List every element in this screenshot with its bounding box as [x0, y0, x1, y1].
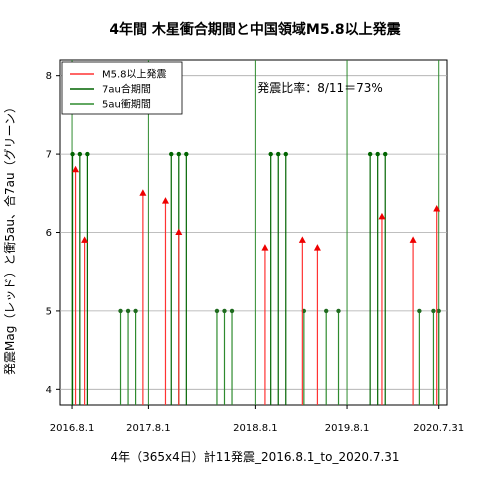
opposition-point	[133, 308, 138, 314]
quake-marker	[161, 197, 169, 204]
legend-items: M5.8以上発震 7au合期間 5au衝期間	[70, 68, 167, 111]
opposition-point	[431, 308, 436, 314]
quake-marker	[298, 236, 306, 243]
x-tick-label: 2018.8.1	[233, 423, 278, 434]
chart-title: 4年間 木星衝合期間と中国領域M5.8以上発震	[109, 21, 401, 38]
series-7au-conjunction	[70, 151, 388, 405]
quake-marker	[433, 204, 441, 212]
conjunction-point	[367, 151, 373, 157]
legend-label: 5au衝期間	[102, 98, 151, 111]
quake-marker	[261, 244, 269, 251]
series-5au-opposition	[118, 308, 441, 405]
y-axis-label: 発震Mag（レッド）と衝5au、合7au（グリーン）	[2, 101, 17, 375]
y-axis-ticks: 4 5 6 7 8	[46, 71, 60, 396]
x-axis-label: 4年（365x4日）計11発震_2016.8.1_to_2020.7.31	[110, 449, 399, 464]
quake-marker	[378, 212, 386, 220]
quake-marker	[313, 244, 321, 251]
conjunction-point	[77, 151, 83, 157]
conjunction-point	[383, 151, 388, 157]
conjunction-point	[184, 151, 189, 157]
x-tick-label: 2019.8.1	[325, 423, 370, 434]
plot-area	[59, 59, 448, 406]
x-tick-label: 2016.8.1	[50, 423, 95, 434]
opposition-point	[336, 308, 341, 314]
x-tick-label: 2017.8.1	[126, 423, 171, 434]
opposition-point	[324, 308, 329, 314]
opposition-point	[118, 308, 123, 314]
conjunction-point	[283, 151, 288, 157]
x-axis-ticks: 2016.8.1 2017.8.1 2018.8.1 2019.8.1 2020.7.3…	[50, 405, 464, 434]
conjunction-point	[169, 151, 174, 157]
quake-marker	[72, 165, 80, 173]
series-quakes	[72, 165, 441, 405]
conjunction-point	[176, 151, 181, 157]
y-tick-label: 4	[46, 385, 52, 396]
y-tick-label: 7	[46, 150, 52, 161]
opposition-point	[436, 308, 441, 314]
legend-label: 7au合期間	[102, 83, 151, 96]
quake-marker	[81, 236, 89, 243]
quake-marker	[139, 189, 147, 196]
conjunction-point	[276, 151, 281, 157]
opposition-point	[417, 308, 422, 314]
legend-label: M5.8以上発震	[102, 68, 167, 81]
conjunction-point	[85, 151, 90, 157]
quake-marker	[175, 228, 183, 235]
x-tick-label: 2020.7.31	[413, 423, 464, 434]
opposition-point	[222, 308, 227, 314]
conjunction-point	[375, 151, 380, 157]
opposition-point	[214, 308, 220, 314]
ratio-annotation: 発震比率：8/11＝73%	[257, 80, 383, 95]
conjunction-point	[268, 151, 273, 157]
conjunction-point	[70, 151, 75, 157]
y-tick-label: 5	[46, 306, 52, 317]
y-tick-label: 6	[46, 228, 52, 239]
opposition-point	[229, 308, 235, 314]
y-tick-label: 8	[46, 71, 52, 82]
legend-box	[61, 61, 183, 115]
quake-marker	[409, 236, 417, 243]
legend: M5.8以上発震 7au合期間 5au衝期間	[61, 61, 183, 115]
opposition-point	[125, 308, 131, 314]
